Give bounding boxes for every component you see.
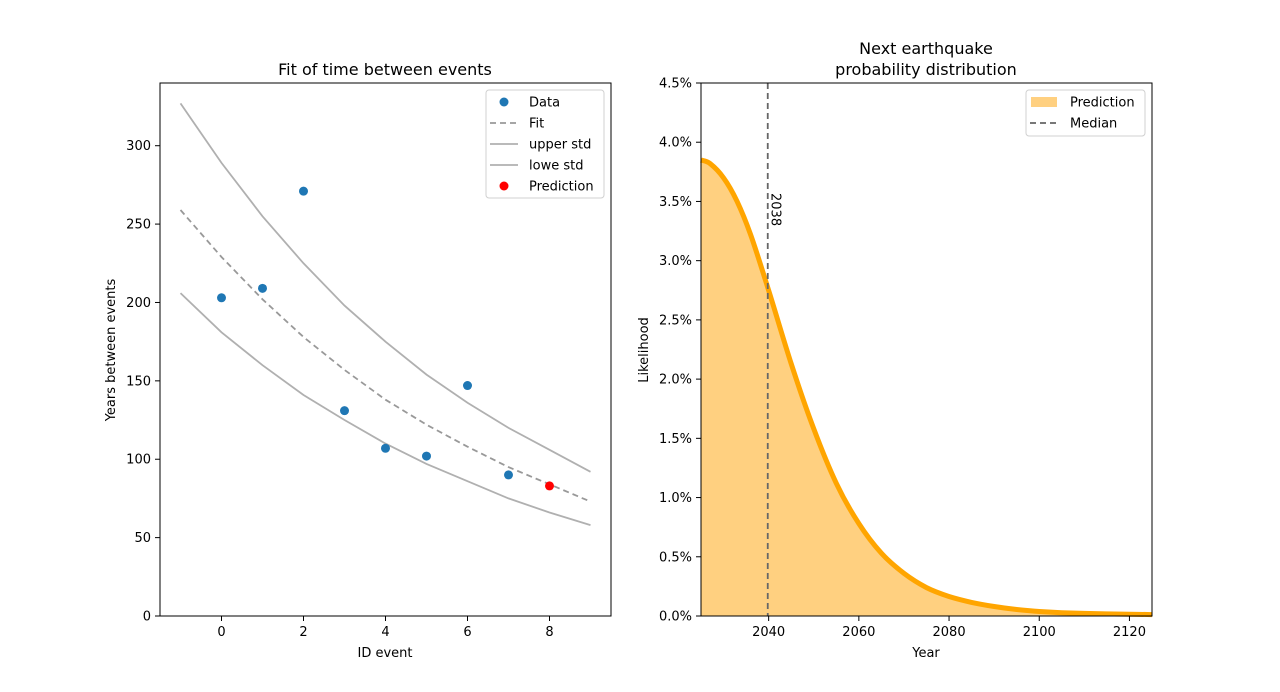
right-x-tick-label-4: 2120	[1113, 625, 1146, 640]
left-legend-box	[485, 89, 605, 199]
left-legend-label-2: upper std	[529, 138, 591, 153]
right-y-tick-label-5: 2.5%	[659, 313, 692, 328]
left-y-tick-label-2: 100	[126, 453, 151, 468]
left-y-tick-label-3: 150	[126, 374, 151, 389]
left-legend-handle-4	[499, 181, 509, 191]
right-y-axis-label: Likelihood	[637, 317, 652, 383]
left-x-tick-label-4: 8	[545, 625, 553, 640]
right-y-tick-label-6: 3.0%	[659, 254, 692, 269]
right-x-tick-label-2: 2080	[933, 625, 966, 640]
right-legend: Prediction Median	[1025, 89, 1146, 137]
right-y-tick-label-9: 4.5%	[659, 77, 692, 92]
right-chart-title-line-2: probability distribution	[835, 60, 1017, 79]
right-y-tick-label-1: 0.5%	[659, 550, 692, 565]
left-legend-label-1: Fit	[529, 117, 544, 132]
left-legend-label-4: Prediction	[529, 180, 594, 195]
right-y-tick-label-2: 1.0%	[659, 491, 692, 506]
left-series-line-2	[179, 292, 591, 526]
prediction-line	[700, 157, 1153, 618]
left-y-tick-label-5: 250	[126, 218, 151, 233]
left-x-tick-label-2: 4	[381, 625, 389, 640]
left-x-tick-label-0: 0	[217, 625, 225, 640]
right-legend-label-0: Prediction	[1070, 96, 1135, 111]
data-point-1	[258, 283, 267, 293]
left-legend-label-3: lowe std	[529, 159, 583, 174]
left-series-line-0	[179, 209, 591, 503]
left-x-tick-label-3: 6	[463, 625, 471, 640]
right-y-tick-label-4: 2.0%	[659, 373, 692, 388]
left-x-tick-label-1: 2	[299, 625, 307, 640]
left-y-axis-label: Years between events	[104, 278, 119, 422]
right-x-tick-label-3: 2100	[1023, 625, 1056, 640]
data-point-0	[217, 293, 226, 303]
data-point-3	[340, 406, 349, 416]
right-axes-frame	[700, 82, 1153, 617]
right-y-tick-label-7: 3.5%	[659, 195, 692, 210]
right-x-axis-label: Year	[911, 646, 940, 661]
left-y-tick-label-1: 50	[134, 531, 151, 546]
right-plot-area: 2038 2040 2060 2080 2100 2120 0.0% 0.5% 1.0% 1.5%…	[659, 77, 1153, 640]
prediction-area	[701, 160, 1152, 616]
left-legend-label-0: Data	[529, 96, 560, 111]
data-point-4	[381, 443, 390, 453]
right-y-tick-label-3: 1.5%	[659, 432, 692, 447]
left-legend: Data Fit upper std lowe std Prediction	[485, 89, 605, 199]
right-y-tick-label-0: 0.0%	[659, 610, 692, 625]
left-chart-title: Fit of time between events	[278, 60, 492, 79]
prediction-point-0	[545, 481, 554, 491]
right-chart-title-line-1: Next earthquake	[859, 39, 993, 58]
left-y-tick-label-6: 300	[126, 139, 151, 154]
right-legend-label-1: Median	[1070, 117, 1117, 132]
median-label: 2038	[768, 193, 783, 226]
data-point-7	[504, 470, 513, 480]
data-point-5	[422, 451, 431, 461]
left-y-tick-label-4: 200	[126, 296, 151, 311]
right-y-tick-label-8: 4.0%	[659, 136, 692, 151]
data-point-6	[463, 381, 472, 391]
left-x-axis-label: ID event	[357, 646, 412, 661]
right-legend-handle-0	[1031, 97, 1057, 107]
left-legend-handle-0	[499, 97, 509, 107]
left-plot-area: 0 2 4 6 8 0 50 100 150 200 250 300	[126, 82, 612, 640]
data-point-2	[299, 186, 308, 196]
right-x-tick-label-1: 2060	[842, 625, 875, 640]
right-x-tick-label-0: 2040	[752, 625, 785, 640]
left-y-tick-label-0: 0	[143, 610, 151, 625]
left-series-line-1	[179, 102, 591, 473]
